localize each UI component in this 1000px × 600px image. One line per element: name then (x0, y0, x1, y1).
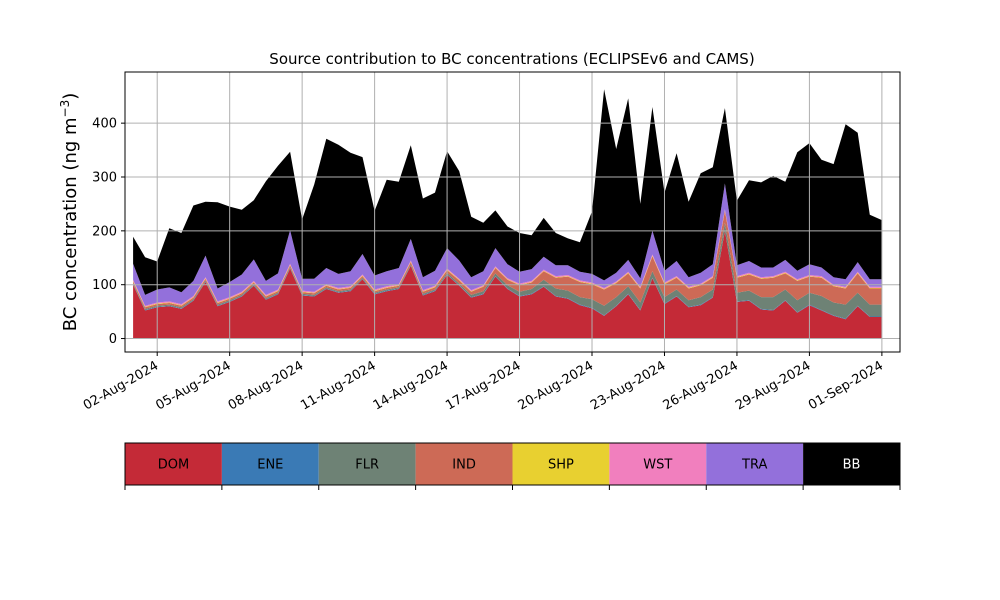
x-tick-label: 20-Aug-2024 (516, 358, 596, 413)
legend-swatch-wst (609, 443, 707, 485)
x-tick-label: 11-Aug-2024 (298, 358, 378, 413)
y-axis-label-exponent: −3 (58, 100, 72, 118)
legend-swatch-flr (318, 443, 416, 485)
legend-swatch-shp (512, 443, 610, 485)
y-tick-label: 100 (92, 278, 117, 293)
legend-swatch-tra (706, 443, 804, 485)
plot-frame (124, 71, 901, 353)
y-tick-label: 300 (92, 171, 117, 186)
legend-label-ind: IND (452, 458, 476, 473)
y-tick-label: 200 (92, 224, 117, 239)
x-tick-label: 02-Aug-2024 (81, 358, 161, 413)
legend-label-wst: WST (643, 458, 672, 473)
legend-swatch-dom (125, 443, 222, 485)
x-tick-label: 26-Aug-2024 (661, 358, 741, 413)
x-tick-label: 14-Aug-2024 (371, 358, 451, 413)
y-axis-label-main: BC concentration (ng m (60, 117, 81, 331)
area-dom (133, 230, 882, 339)
legend-swatch-bb (803, 443, 900, 485)
legend-label-shp: SHP (548, 458, 574, 473)
area-bb (133, 89, 882, 295)
y-tick-label: 0 (109, 332, 117, 347)
legend-label-dom: DOM (158, 458, 189, 473)
y-axis-label: BC concentration (ng m−3) (58, 93, 81, 332)
area-flr (133, 222, 882, 319)
legend-swatch-ind (415, 443, 513, 485)
source-legend: DOM ENE FLR IND SHP WST TRA BB (124, 442, 901, 490)
legend-swatch-ene (221, 443, 319, 485)
x-tick-label: 01-Sep-2024 (806, 358, 886, 413)
area-ind (133, 210, 882, 309)
legend-label-bb: BB (843, 458, 861, 473)
x-axis: 02-Aug-202405-Aug-202408-Aug-202411-Aug-… (81, 352, 886, 414)
chart-title: Source contribution to BC concentrations… (269, 50, 754, 68)
x-tick-label: 17-Aug-2024 (443, 358, 523, 413)
area-tra (133, 183, 882, 306)
legend-label-tra: TRA (741, 458, 767, 473)
y-axis: 0 100 200 300 400 (92, 117, 125, 347)
x-tick-label: 29-Aug-2024 (733, 358, 813, 413)
x-tick-label: 05-Aug-2024 (153, 358, 233, 413)
stacked-areas (133, 89, 882, 339)
y-axis-label-close: ) (60, 93, 81, 100)
legend-label-flr: FLR (355, 458, 379, 473)
y-tick-label: 400 (92, 117, 117, 132)
x-tick-label: 08-Aug-2024 (226, 358, 306, 413)
legend-frame (124, 442, 901, 486)
gridlines (125, 72, 900, 352)
x-tick-label: 23-Aug-2024 (588, 358, 668, 413)
legend-label-ene: ENE (257, 458, 283, 473)
